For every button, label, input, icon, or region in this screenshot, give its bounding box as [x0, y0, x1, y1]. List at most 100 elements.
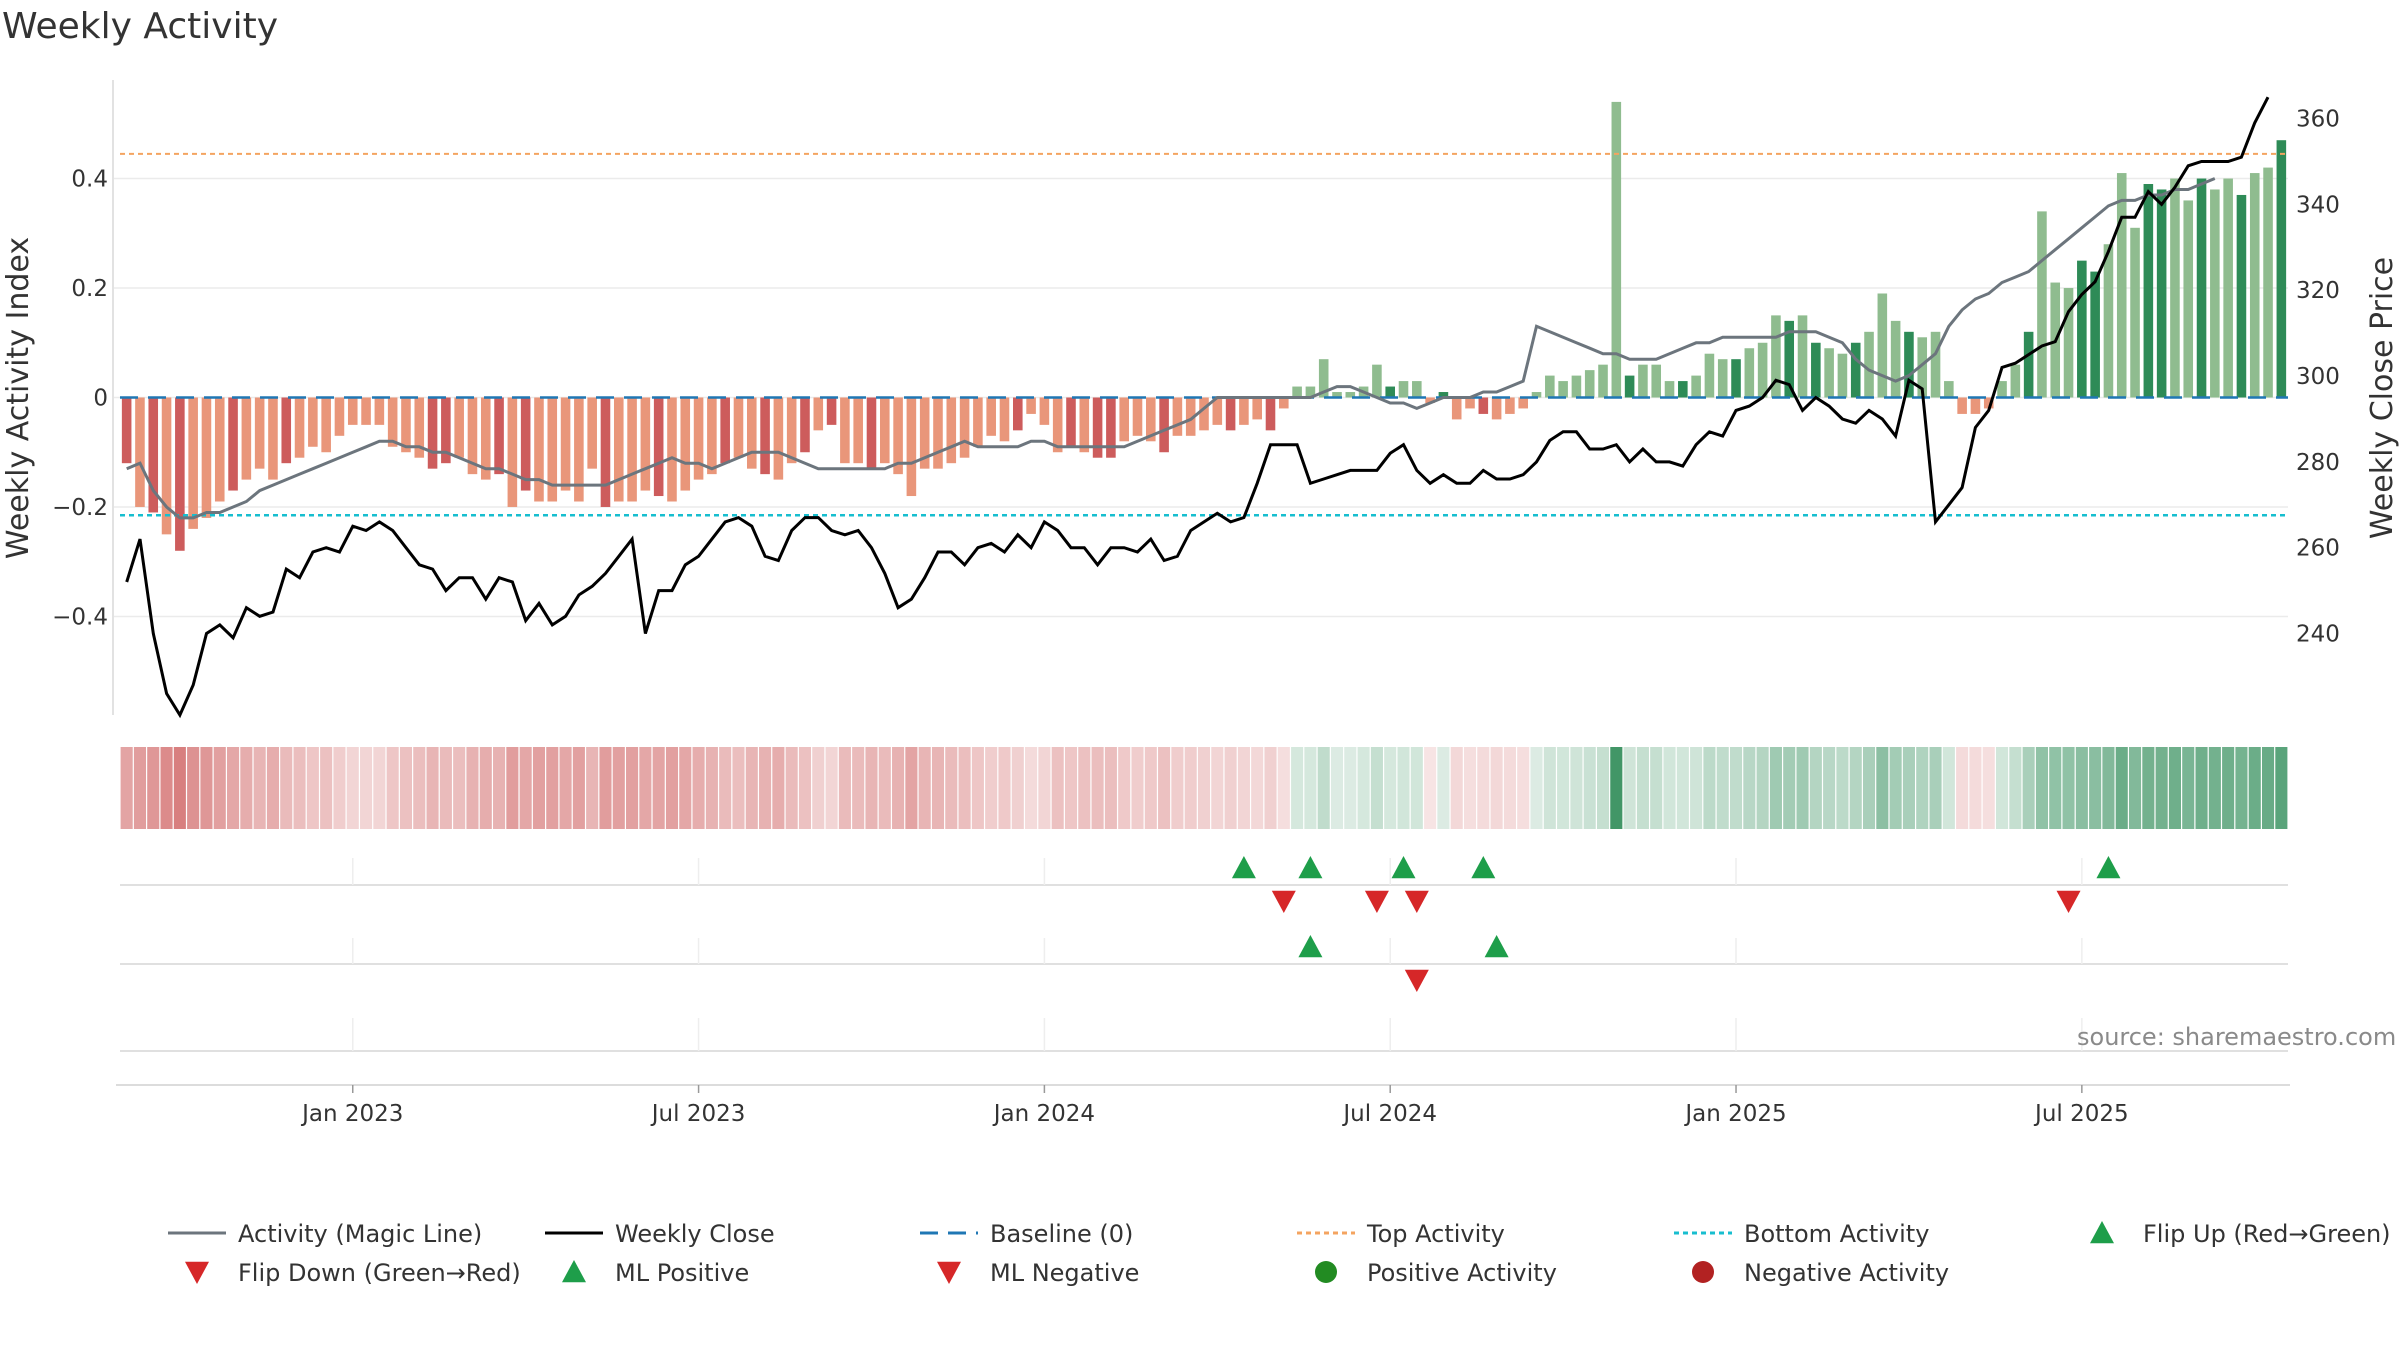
y-right-tick: 320 — [2296, 278, 2340, 304]
heat-cell-negative — [1490, 747, 1503, 829]
bar-positive — [2103, 244, 2114, 398]
legend-label: Activity (Magic Line) — [238, 1220, 482, 1248]
bar-negative — [1185, 397, 1196, 436]
heat-cell-negative — [1224, 747, 1237, 829]
heat-cell-positive — [1623, 747, 1636, 829]
bar-positive — [1890, 320, 1901, 398]
heat-cell-negative — [266, 747, 280, 829]
flip-up-marker — [2096, 856, 2121, 879]
legend-item: Weekly Close — [545, 1220, 775, 1248]
heat-cell-negative — [931, 747, 945, 829]
heat-cell-negative — [1969, 747, 1982, 829]
bar-negative — [587, 397, 597, 469]
bar-negative — [1052, 397, 1063, 453]
heat-cell-negative — [1051, 747, 1064, 829]
legend-item: Negative Activity — [1692, 1259, 1949, 1287]
bar-positive — [1744, 348, 1755, 398]
heat-cell-negative — [1118, 747, 1131, 829]
legend: Activity (Magic Line) Weekly Close Baselin… — [168, 1220, 2391, 1287]
y-right-label: Weekly Close Price — [2365, 257, 2400, 539]
heat-cell-negative — [187, 747, 200, 829]
heat-cell-negative — [333, 747, 346, 829]
heat-cell-negative — [1091, 747, 1104, 829]
bar-negative — [707, 397, 717, 475]
bar-positive — [1917, 337, 1928, 398]
heat-cell-negative — [426, 747, 439, 829]
heat-cell-negative — [306, 747, 319, 829]
bar-negative — [1119, 397, 1129, 442]
bar-negative — [334, 397, 345, 436]
heat-cell-positive — [1596, 747, 1610, 829]
heat-cell-positive — [1543, 747, 1556, 829]
legend-item: ML Negative — [937, 1259, 1139, 1287]
heat-cell-negative — [785, 747, 798, 829]
y-right-tick: 240 — [2296, 621, 2340, 647]
bar-positive — [1651, 364, 1662, 398]
heat-cell-positive — [1583, 747, 1596, 829]
source-credit: source: sharemaestro.com — [2077, 1023, 2397, 1051]
bar-negative — [1106, 397, 1116, 458]
heat-cell-positive — [2222, 747, 2235, 829]
heat-cell-negative — [413, 747, 426, 829]
legend-item: Top Activity — [1297, 1220, 1505, 1248]
y-left-tick: 0.4 — [71, 167, 108, 193]
bar-negative — [507, 397, 518, 507]
heat-cell-negative — [1158, 747, 1171, 829]
bar-positive — [2236, 194, 2247, 398]
bar-negative — [1957, 397, 1967, 414]
bar-negative — [281, 397, 292, 464]
heat-cell-negative — [506, 747, 519, 829]
heat-cell-negative — [772, 747, 785, 829]
bar-positive — [1584, 370, 1595, 398]
heat-cell-positive — [1716, 747, 1729, 829]
bar-negative — [1265, 397, 1276, 431]
y-left-tick: −0.4 — [52, 604, 108, 630]
heat-cell-negative — [253, 747, 266, 829]
bar-negative — [840, 397, 850, 464]
bar-positive — [2170, 178, 2180, 398]
ml-positive-marker — [1484, 935, 1509, 958]
heat-cell-negative — [1144, 747, 1157, 829]
heat-cell-positive — [2115, 747, 2128, 829]
heat-cell-negative — [798, 747, 812, 829]
heat-cell-negative — [838, 747, 851, 829]
heat-cell-positive — [1636, 747, 1649, 829]
heat-cell-positive — [2168, 747, 2181, 829]
y-right-tick: 340 — [2296, 192, 2340, 218]
bar-negative — [534, 397, 544, 502]
heat-cell-negative — [293, 747, 306, 829]
bar-negative — [161, 397, 172, 535]
heat-cell-negative — [1264, 747, 1277, 829]
heat-cell-negative — [373, 747, 386, 829]
bar-negative — [494, 397, 504, 475]
heat-cell-positive — [1384, 747, 1397, 829]
bar-negative — [667, 397, 677, 502]
bar-negative — [547, 397, 558, 502]
bar-positive — [2143, 184, 2154, 398]
heat-cell-positive — [1756, 747, 1769, 829]
bar-negative — [361, 397, 371, 425]
heat-cell-positive — [2275, 747, 2288, 829]
heat-cell-positive — [1836, 747, 1849, 829]
bar-positive — [1385, 386, 1395, 398]
bar-negative — [414, 397, 425, 458]
heat-cell-positive — [1876, 747, 1889, 829]
bar-negative — [214, 397, 225, 502]
bar-negative — [1983, 397, 1994, 409]
bar-positive — [1731, 359, 1741, 398]
heat-cell-positive — [1357, 747, 1370, 829]
bar-negative — [853, 397, 863, 464]
heat-cell-positive — [2035, 747, 2048, 829]
heat-cell-negative — [692, 747, 705, 829]
bar-negative — [560, 397, 571, 491]
bar-positive — [1438, 392, 1449, 398]
bar-negative — [1451, 397, 1462, 420]
bar-positive — [1930, 331, 1941, 398]
bar-positive — [2210, 189, 2220, 398]
heat-cell-positive — [1889, 747, 1902, 829]
legend-label: Positive Activity — [1367, 1259, 1557, 1287]
bar-negative — [520, 397, 531, 491]
bar-negative — [1199, 397, 1209, 431]
heat-cell-negative — [1956, 747, 1969, 829]
heat-cell-positive — [2208, 747, 2221, 829]
